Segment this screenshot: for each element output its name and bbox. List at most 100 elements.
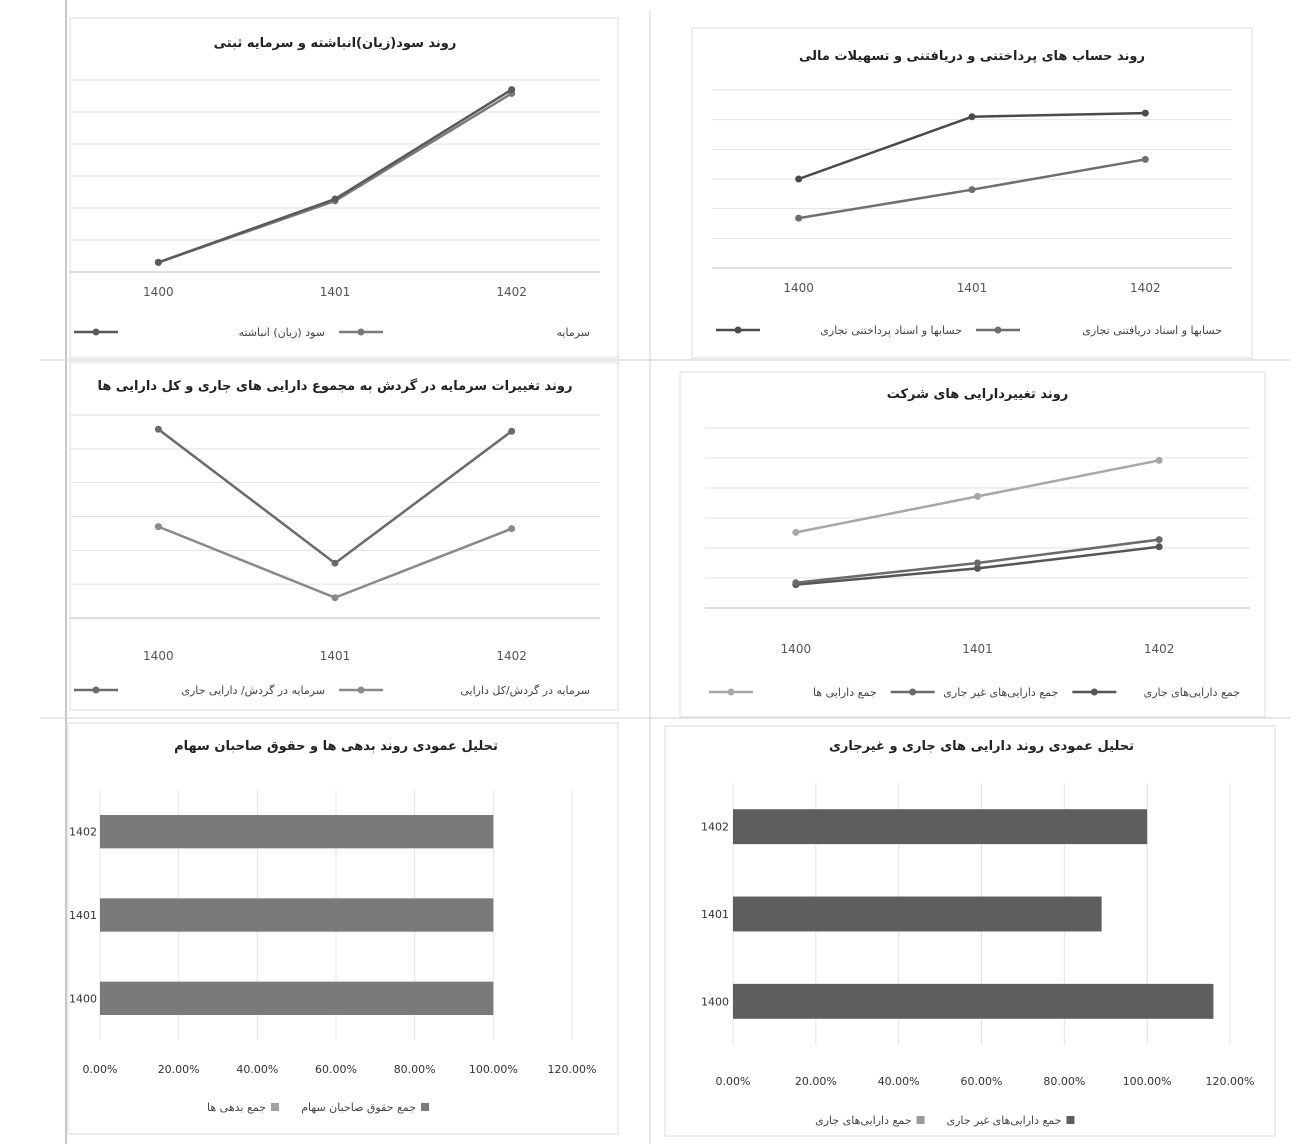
legend-swatch	[1066, 1116, 1075, 1124]
legend-label: جمع دارایی‌های غیر جاری	[943, 686, 1058, 699]
x-tick-label: 120.00%	[1206, 1075, 1255, 1088]
legend-label: سرمایه	[557, 326, 591, 339]
x-tick-label: 1402	[496, 285, 527, 299]
data-point	[508, 525, 516, 533]
data-point	[508, 427, 516, 435]
chart-title: تحلیل عمودی روند بدهی ها و حقوق صاحبان س…	[174, 739, 498, 754]
x-tick-label: 60.00%	[315, 1063, 357, 1076]
legend-label: جمع دارایی‌های غیر جاری	[946, 1114, 1061, 1127]
legend-marker	[357, 328, 365, 336]
legend-label: حسابها و اسناد دریافتنی تجاری	[1082, 324, 1222, 337]
legend-label: جمع بدهی ها	[207, 1101, 266, 1114]
chart-frame	[69, 361, 619, 711]
data-point	[331, 559, 339, 567]
x-tick-label: 20.00%	[795, 1075, 837, 1088]
legend-marker	[909, 688, 917, 696]
x-tick-label: 1401	[320, 649, 351, 663]
category-label: 1402	[69, 826, 97, 839]
x-tick-label: 40.00%	[236, 1063, 278, 1076]
data-point	[974, 492, 981, 500]
x-tick-label: 1402	[496, 649, 527, 663]
x-tick-label: 1401	[962, 642, 993, 656]
category-label: 1401	[69, 909, 97, 922]
x-tick-label: 80.00%	[1043, 1075, 1085, 1088]
x-tick-label: 100.00%	[469, 1063, 518, 1076]
data-point	[508, 86, 516, 94]
x-tick-label: 120.00%	[548, 1063, 597, 1076]
legend-label: سرمایه در گردش/ دارایی جاری	[181, 684, 325, 697]
chart-5: تحلیل عمودی روند دارایی های جاری و غیرجا…	[664, 725, 1276, 1137]
bar	[733, 896, 1102, 932]
legend-label: جمع دارایی ها	[813, 686, 877, 699]
data-point	[795, 175, 803, 183]
chart-title: روند سود(زیان)انباشته و سرمایه ثبتی	[214, 36, 457, 51]
x-tick-label: 1400	[783, 281, 814, 295]
chart-title: تحلیل عمودی روند دارایی های جاری و غیرجا…	[829, 739, 1134, 754]
data-point	[968, 186, 976, 194]
data-point	[331, 195, 339, 203]
data-point	[1155, 536, 1163, 544]
x-tick-label: 60.00%	[961, 1075, 1003, 1088]
legend-label: سود (زیان) انباشته	[239, 326, 325, 339]
category-label: 1401	[701, 908, 729, 921]
legend-marker	[92, 328, 100, 336]
legend-label: جمع دارایی‌های جاری	[815, 1114, 911, 1127]
data-point	[792, 528, 800, 536]
chart-frame	[69, 17, 619, 359]
data-point	[154, 425, 162, 433]
data-point	[154, 523, 162, 531]
data-point	[331, 594, 339, 602]
data-point	[154, 258, 162, 266]
data-point	[792, 579, 800, 587]
x-tick-label: 20.00%	[158, 1063, 200, 1076]
legend-marker	[92, 686, 100, 694]
bar	[733, 809, 1148, 845]
bar	[100, 898, 494, 932]
chart-title: روند تغییرات سرمایه در گردش به مجموع دار…	[98, 378, 573, 394]
chart-2: روند سود(زیان)انباشته و سرمایه ثبتی 1400 1…	[69, 17, 619, 359]
x-tick-label: 0.00%	[83, 1063, 118, 1076]
category-label: 1400	[69, 992, 97, 1005]
category-label: 1400	[701, 995, 729, 1008]
x-tick-label: 0.00%	[716, 1075, 751, 1088]
x-tick-label: 100.00%	[1123, 1075, 1172, 1088]
chart-4: روند تغییرات سرمایه در گردش به مجموع دار…	[69, 361, 619, 711]
legend-swatch	[421, 1103, 429, 1111]
data-point	[1155, 543, 1163, 551]
bar	[100, 981, 494, 1015]
data-point	[795, 214, 803, 222]
x-tick-label: 1400	[143, 649, 174, 663]
x-tick-label: 80.00%	[394, 1063, 436, 1076]
legend-marker	[1090, 688, 1098, 696]
chart-title: روند تغییردارایی های شرکت	[887, 387, 1069, 402]
legend-swatch	[271, 1103, 279, 1111]
data-point	[1141, 155, 1149, 163]
legend-swatch	[916, 1116, 925, 1124]
legend-label: حسابها و اسناد پرداختنی تجاری	[820, 324, 962, 337]
legend-marker	[734, 326, 742, 334]
legend-marker	[727, 688, 735, 696]
x-tick-label: 1400	[781, 642, 812, 656]
x-tick-label: 1401	[957, 281, 988, 295]
chart-3: روند تغییردارایی های شرکت 1400 1401 1402 جمع…	[679, 371, 1266, 718]
x-tick-label: 40.00%	[878, 1075, 920, 1088]
legend-marker	[994, 326, 1002, 334]
data-point	[1141, 109, 1149, 117]
x-tick-label: 1402	[1144, 642, 1175, 656]
category-label: 1402	[701, 821, 729, 834]
chart-6: تحلیل عمودی روند بدهی ها و حقوق صاحبان س…	[67, 722, 619, 1135]
x-tick-label: 1400	[143, 285, 174, 299]
chart-title: روند حساب های پرداختنی و دریافتنی و تسهی…	[799, 49, 1145, 64]
chart-1: روند حساب های پرداختنی و دریافتنی و تسهی…	[691, 27, 1253, 359]
data-point	[974, 564, 981, 572]
legend-label: سرمایه در گردش/کل دارایی	[460, 684, 590, 697]
legend-marker	[357, 686, 365, 694]
x-tick-label: 1402	[1130, 281, 1161, 295]
data-point	[974, 559, 981, 567]
bar	[100, 815, 494, 849]
chart-frame	[679, 371, 1266, 718]
legend-label: جمع حقوق صاحبان سهام	[301, 1101, 416, 1114]
legend-label: جمع دارایی‌های جاری	[1144, 686, 1240, 699]
